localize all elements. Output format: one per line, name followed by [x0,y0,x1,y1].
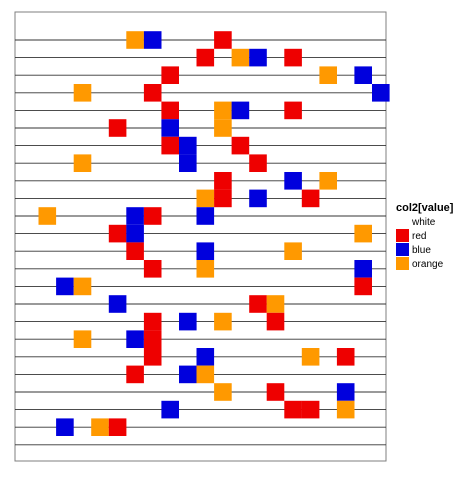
heatmap-cell-blue [196,348,215,366]
heatmap-cell-blue [249,189,267,208]
heatmap-cell-orange [91,418,109,436]
heatmap-cell-orange [214,119,232,137]
heatmap-cell-red [126,242,144,260]
legend-label-red: red [412,231,426,242]
heatmap-cell-orange [73,330,92,348]
heatmap-cell-red [284,400,302,419]
heatmap-cell-blue [336,383,355,401]
heatmap-cell-red [161,66,179,84]
heatmap-cell-red [108,418,127,436]
heatmap-cell-red [301,189,320,208]
heatmap-cell-blue [126,224,144,243]
heatmap-cell-blue [161,119,179,137]
heatmap-cell-orange [73,154,92,172]
heatmap-cell-orange [284,242,302,260]
legend-label-orange: orange [412,259,444,270]
heatmap-cell-blue [284,172,302,190]
heatmap-cell-orange [231,48,250,67]
heatmap-cell-red [214,31,232,49]
cell-layer [38,31,390,436]
heatmap-cell-orange [196,365,215,384]
heatmap-cell-orange [196,189,215,208]
legend: col2[value] white red blue orange [396,202,454,270]
heatmap-cell-red [143,348,162,366]
heatmap-cell-orange [196,260,215,278]
heatmap-cell-red [108,119,127,137]
heatmap-cell-blue [249,48,267,67]
heatmap-cell-orange [126,31,144,49]
heatmap-cell-blue [231,101,250,120]
heatmap-cell-blue [143,31,162,49]
heatmap-cell-blue [56,277,74,296]
heatmap-cell-red [161,136,179,155]
heatmap-cell-red [336,348,355,366]
heatmap-cell-orange [73,277,92,296]
legend-label-white: white [411,217,436,228]
heatmap-cell-orange [214,101,232,120]
heatmap-cell-blue [56,418,74,436]
heatmap-cell-red [249,154,267,172]
heatmap-cell-red [143,84,162,102]
legend-key-blue [396,243,409,256]
heatmap-cell-red [108,224,127,243]
heatmap-cell-orange [354,224,372,243]
heatmap-cell-red [266,383,285,401]
heatmap-cell-blue [179,154,197,172]
heatmap-cell-red [231,136,250,155]
heatmap-cell-blue [126,330,144,348]
heatmap-cell-blue [354,260,372,278]
legend-title: col2[value] [396,202,454,214]
heatmap-cell-red [143,260,162,278]
heatmap-cell-orange [266,295,285,313]
heatmap-cell-blue [196,207,215,225]
heatmap-cell-blue [108,295,127,313]
heatmap-cell-red [266,312,285,331]
heatmap-cell-orange [301,348,320,366]
heatmap-cell-red [214,172,232,190]
heatmap-cell-orange [214,312,232,331]
legend-key-red [396,229,409,242]
heatmap-cell-orange [319,66,337,84]
heatmap-cell-red [284,101,302,120]
heatmap-cell-blue [196,242,215,260]
heatmap-cell-blue [179,136,197,155]
heatmap-cell-orange [73,84,92,102]
heatmap-cell-blue [161,400,179,419]
heatmap-cell-blue [126,207,144,225]
heatmap-cell-red [249,295,267,313]
legend-key-white [396,215,409,228]
heatmap-cell-red [301,400,320,419]
legend-key-orange [396,257,409,270]
heatmap-cell-red [143,312,162,331]
heatmap-cell-orange [38,207,57,225]
heatmap-cell-red [126,365,144,384]
heatmap-cell-red [143,330,162,348]
heatmap-cell-orange [336,400,355,419]
heatmap-cell-blue [179,312,197,331]
heatmap-cell-orange [319,172,337,190]
heatmap-cell-red [143,207,162,225]
heatmap-cell-red [196,48,215,67]
legend-label-blue: blue [412,245,431,256]
heatmap-cell-blue [354,66,372,84]
heatmap-cell-blue [179,365,197,384]
heatmap-cell-blue [372,84,390,102]
heatmap-cell-red [214,189,232,208]
heatmap-cell-orange [214,383,232,401]
heatmap-cell-red [354,277,372,296]
heatmap-cell-red [161,101,179,120]
heatmap-cell-red [284,48,302,67]
